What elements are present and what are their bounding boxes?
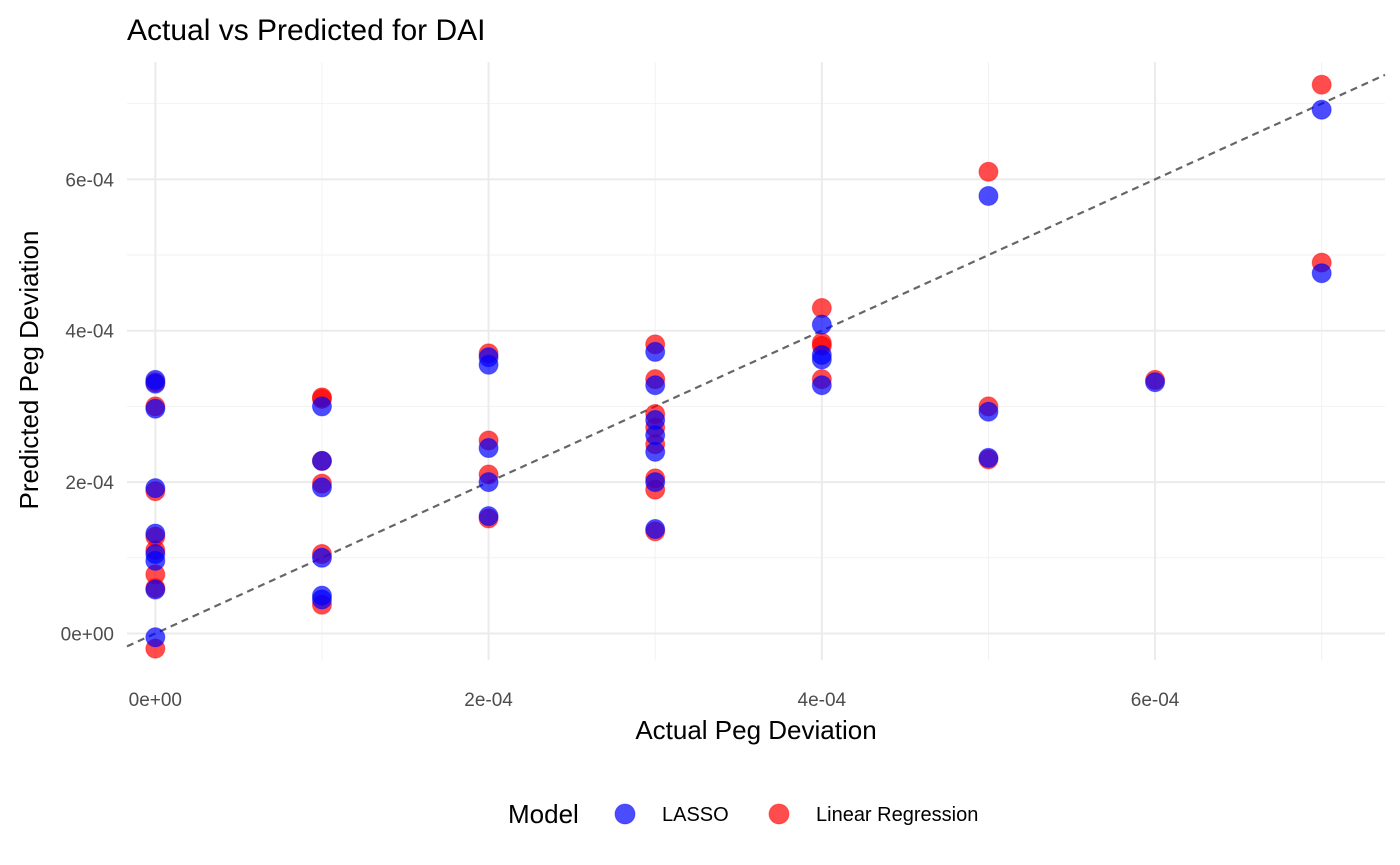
data-point [645, 472, 666, 493]
legend-item-lasso: LASSO [614, 803, 729, 826]
data-point [145, 523, 166, 544]
data-point [145, 579, 166, 600]
data-point [811, 375, 832, 396]
series-linear-regression [145, 74, 1332, 659]
reference-line-group [126, 73, 1386, 648]
legend-title: Model [508, 799, 579, 829]
data-point [311, 396, 332, 417]
data-point [978, 447, 999, 468]
data-point [645, 425, 666, 446]
series-lasso [145, 99, 1332, 648]
legend-swatch-lasso [614, 803, 636, 825]
data-point [478, 506, 499, 527]
legend-label-lasso: LASSO [662, 804, 729, 826]
data-point [645, 441, 666, 462]
data-point [811, 314, 832, 335]
y-axis-title: Predicted Peg Deviation [14, 231, 44, 510]
data-point [311, 477, 332, 498]
data-point [978, 401, 999, 422]
legend-label-linear-regression: Linear Regression [816, 804, 978, 826]
data-point [811, 349, 832, 370]
data-point [478, 438, 499, 459]
tick-labels: 0e+00 2e-04 4e-04 6e-04 0e+00 2e-04 4e-04 6e-04 [61, 170, 1180, 711]
chart-title: Actual vs Predicted for DAI [127, 14, 485, 47]
data-point [1145, 372, 1166, 393]
x-axis-title: Actual Peg Deviation [635, 715, 876, 745]
legend: Model LASSO Linear Regression [508, 799, 978, 829]
data-point [1311, 263, 1332, 284]
y-tick-label: 4e-04 [65, 322, 114, 343]
data-point [978, 161, 999, 182]
data-point [478, 472, 499, 493]
x-tick-label: 2e-04 [464, 690, 513, 711]
data-point [311, 547, 332, 568]
y-tick-label: 6e-04 [65, 170, 114, 191]
x-tick-label: 6e-04 [1131, 690, 1180, 711]
legend-swatch-linear-regression [768, 803, 790, 825]
data-point [478, 354, 499, 375]
data-point [145, 478, 166, 499]
x-tick-label: 0e+00 [129, 690, 182, 711]
data-point [145, 373, 166, 394]
data-point [145, 627, 166, 648]
reference-line-y-equals-x [126, 73, 1386, 648]
legend-item-linear-regression: Linear Regression [768, 803, 978, 826]
data-point [1311, 74, 1332, 95]
data-point [811, 298, 832, 319]
x-tick-label: 4e-04 [798, 690, 847, 711]
y-tick-label: 0e+00 [61, 625, 114, 646]
data-point [645, 375, 666, 396]
data-point [1311, 99, 1332, 120]
data-point [645, 519, 666, 540]
y-tick-label: 2e-04 [65, 473, 114, 494]
data-point [145, 550, 166, 571]
data-point [311, 589, 332, 610]
data-point [978, 185, 999, 206]
data-point [145, 398, 166, 419]
data-points [145, 74, 1332, 659]
data-point [645, 341, 666, 362]
data-point [311, 450, 332, 471]
